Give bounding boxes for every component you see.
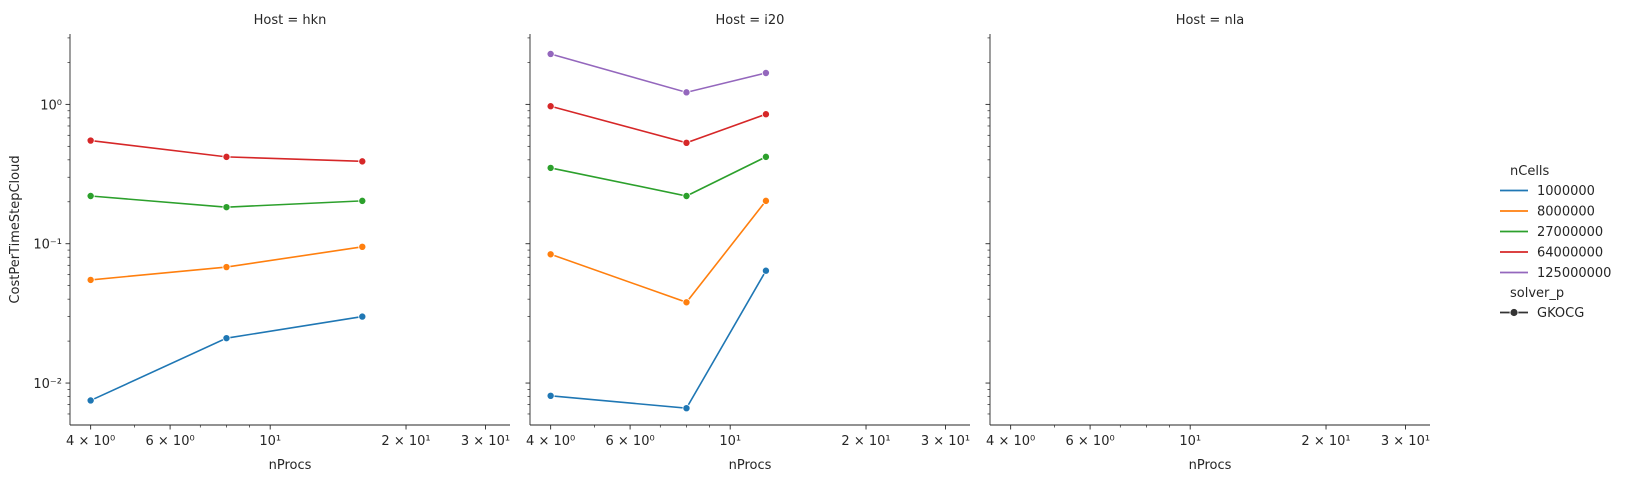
series-line <box>550 270 767 410</box>
x-tick-label: 10¹ <box>719 434 741 449</box>
data-point <box>682 298 691 307</box>
y-axis-label: CostPerTimeStepCloud <box>8 155 23 303</box>
series-27000000 <box>546 152 770 201</box>
series-line <box>550 105 767 144</box>
data-point <box>761 152 770 161</box>
data-point <box>358 312 367 321</box>
x-tick-label: 4 × 10⁰ <box>986 434 1035 449</box>
series-27000000 <box>86 192 367 212</box>
facet-title: Host = hkn <box>254 13 327 28</box>
x-tick-label: 6 × 10⁰ <box>606 434 655 449</box>
legend-entry: 125000000 <box>1500 266 1611 281</box>
y-tick-label: 10⁻² <box>33 377 62 392</box>
data-point <box>222 334 231 343</box>
series-8000000 <box>86 242 367 284</box>
data-point <box>761 266 770 275</box>
series-1000000 <box>546 266 770 413</box>
series-1000000 <box>86 312 367 405</box>
legend-style-title: solver_p <box>1510 286 1564 301</box>
legend-entry: 1000000 <box>1500 184 1595 199</box>
legend-entry: 64000000 <box>1500 246 1603 261</box>
x-axis-label: nProcs <box>269 458 312 473</box>
x-tick-label: 6 × 10⁰ <box>146 434 195 449</box>
x-axis-label: nProcs <box>1189 458 1232 473</box>
facet-title: Host = nla <box>1176 13 1245 28</box>
x-tick-label: 10¹ <box>259 434 281 449</box>
legend-label: 27000000 <box>1537 225 1603 240</box>
data-point <box>358 196 367 205</box>
x-tick-label: 2 × 10¹ <box>841 434 890 449</box>
data-point <box>682 192 691 201</box>
legend-label: 8000000 <box>1537 205 1595 220</box>
facet-panel-1: Host = i20 4 × 10⁰ 6 × 10⁰ 10¹ 2 × 10¹ 3 × 10… <box>525 13 970 473</box>
legend-label: 64000000 <box>1537 246 1603 261</box>
series-8000000 <box>546 196 770 307</box>
data-point <box>761 196 770 205</box>
data-point <box>546 163 555 172</box>
x-axis-label: nProcs <box>729 458 772 473</box>
data-point <box>358 157 367 166</box>
facet-panel-2: Host = nla 4 × 10⁰ 6 × 10⁰ 10¹ 2 × 10¹ 3 × 10… <box>985 13 1430 473</box>
x-tick-label: 6 × 10⁰ <box>1066 434 1115 449</box>
x-tick-label: 4 × 10⁰ <box>66 434 115 449</box>
legend-entry: 8000000 <box>1500 205 1595 220</box>
data-point <box>86 275 95 284</box>
x-tick-label: 3 × 10¹ <box>921 434 970 449</box>
series-line <box>550 200 767 304</box>
legend-label: 125000000 <box>1537 266 1611 281</box>
facet-title: Host = i20 <box>716 13 785 28</box>
data-point <box>222 263 231 272</box>
series-line <box>550 156 767 197</box>
series-64000000 <box>546 102 770 147</box>
x-tick-label: 3 × 10¹ <box>1381 434 1430 449</box>
x-tick-label: 2 × 10¹ <box>381 434 430 449</box>
data-point <box>682 88 691 97</box>
data-point <box>358 242 367 251</box>
legend: nCells 1000000 8000000 27000000 64000000 1250… <box>1500 164 1611 321</box>
data-point <box>86 136 95 145</box>
legend-style-marker <box>1509 308 1519 317</box>
data-point <box>546 250 555 259</box>
series-line <box>90 315 363 402</box>
x-tick-label: 2 × 10¹ <box>1301 434 1350 449</box>
series-line <box>550 53 767 94</box>
legend-entry: 27000000 <box>1500 225 1603 240</box>
data-point <box>86 192 95 201</box>
legend-style-entry: GKOCG <box>1500 306 1584 321</box>
data-point <box>222 203 231 212</box>
data-point <box>546 102 555 111</box>
x-tick-label: 3 × 10¹ <box>461 434 510 449</box>
data-point <box>222 152 231 161</box>
legend-label: 1000000 <box>1537 184 1595 199</box>
data-point <box>761 110 770 119</box>
legend-style-label: GKOCG <box>1537 306 1584 321</box>
data-point <box>761 68 770 77</box>
y-tick-label: 10⁻¹ <box>33 238 62 253</box>
data-point <box>682 138 691 147</box>
data-point <box>546 391 555 400</box>
series-64000000 <box>86 136 367 166</box>
x-tick-label: 4 × 10⁰ <box>526 434 575 449</box>
x-tick-label: 10¹ <box>1179 434 1201 449</box>
y-tick-label: 10⁰ <box>40 98 62 113</box>
facet-panel-0: Host = hkn 4 × 10⁰ 6 × 10⁰ 10¹ 2 × 10¹ 3 × 10… <box>33 13 510 473</box>
data-point <box>546 49 555 58</box>
series-125000000 <box>546 49 770 97</box>
data-point <box>682 404 691 413</box>
data-point <box>86 396 95 405</box>
legend-title: nCells <box>1510 164 1550 179</box>
